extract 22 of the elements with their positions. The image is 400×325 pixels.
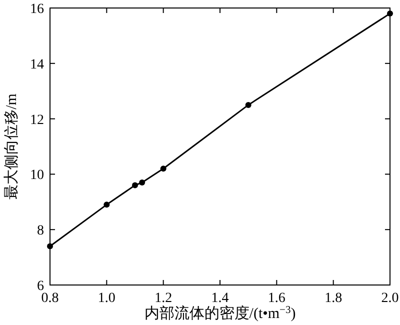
point — [139, 180, 146, 186]
x-tick-label: 2.0 — [381, 291, 399, 306]
point — [387, 10, 393, 17]
x-tick-label: 0.8 — [41, 291, 59, 306]
x-axis-title: 内部流体的密度/(t•m$^{−3}$) — [144, 304, 296, 322]
point — [104, 202, 110, 208]
y-tick-label: 16 — [30, 2, 44, 17]
point — [245, 102, 252, 108]
x-tick-label: 1.4 — [211, 291, 229, 306]
y-tick-label: 14 — [30, 57, 44, 72]
x-tick-label: 1.8 — [324, 291, 342, 306]
y-tick-label: 12 — [30, 112, 44, 128]
y-tick-label: 6 — [37, 279, 44, 294]
point — [160, 166, 166, 172]
y-tick-label: 10 — [30, 168, 44, 184]
x-tick-label: 1.2 — [154, 291, 172, 306]
x-tick-label: 1.0 — [98, 291, 116, 306]
point — [47, 243, 53, 250]
x-tick-label: 1.6 — [268, 291, 286, 306]
y-axis-title: 最大侧向位移/m — [3, 93, 20, 200]
point — [132, 182, 138, 188]
y-tick-label: 8 — [37, 224, 44, 239]
